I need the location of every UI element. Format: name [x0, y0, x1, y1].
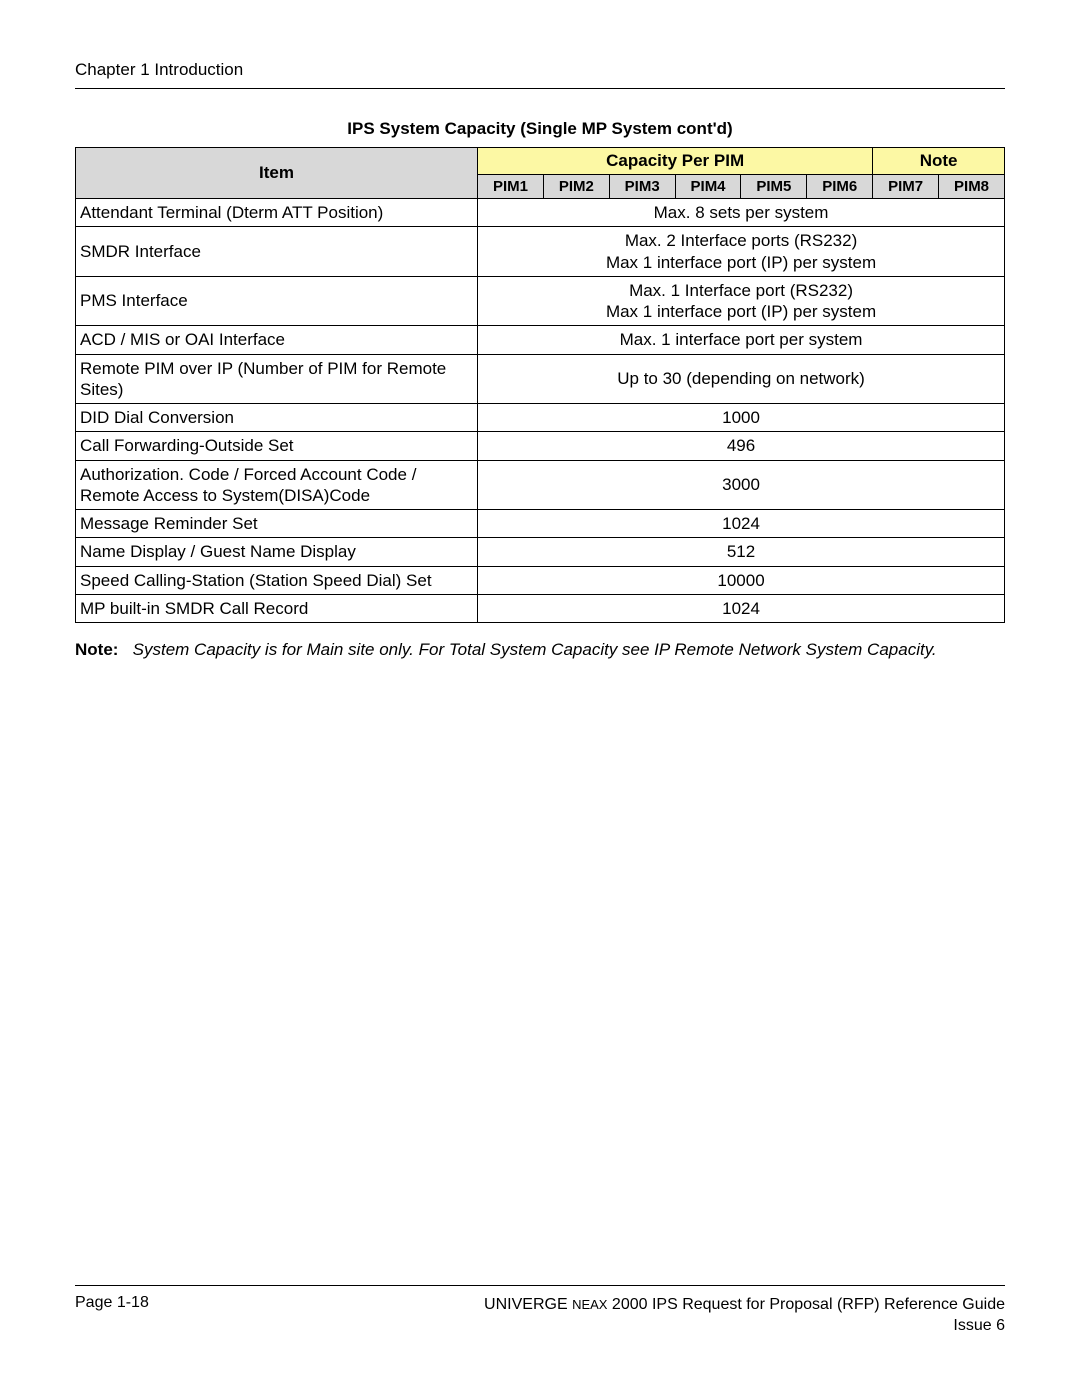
- th-pim3: PIM3: [609, 175, 675, 199]
- table-title: IPS System Capacity (Single MP System co…: [75, 119, 1005, 139]
- footer-doc-title: UNIVERGE NEAX 2000 IPS Request for Propo…: [484, 1294, 1005, 1316]
- value-cell: 10000: [478, 566, 1005, 594]
- th-pim5: PIM5: [741, 175, 807, 199]
- th-pim2: PIM2: [543, 175, 609, 199]
- table-row: SMDR InterfaceMax. 2 Interface ports (RS…: [76, 227, 1005, 277]
- table-row: Authorization. Code / Forced Account Cod…: [76, 460, 1005, 510]
- item-cell: MP built-in SMDR Call Record: [76, 594, 478, 622]
- value-cell: Up to 30 (depending on network): [478, 354, 1005, 404]
- value-cell: 1024: [478, 510, 1005, 538]
- th-capacity-group: Capacity Per PIM: [478, 148, 873, 175]
- th-item: Item: [76, 148, 478, 199]
- table-row: ACD / MIS or OAI InterfaceMax. 1 interfa…: [76, 326, 1005, 354]
- item-cell: Call Forwarding-Outside Set: [76, 432, 478, 460]
- table-row: DID Dial Conversion1000: [76, 404, 1005, 432]
- th-pim4: PIM4: [675, 175, 741, 199]
- page-footer: Page 1-18 UNIVERGE NEAX 2000 IPS Request…: [75, 1285, 1005, 1337]
- value-cell: 3000: [478, 460, 1005, 510]
- table-row: MP built-in SMDR Call Record1024: [76, 594, 1005, 622]
- table-row: Name Display / Guest Name Display512: [76, 538, 1005, 566]
- item-cell: Remote PIM over IP (Number of PIM for Re…: [76, 354, 478, 404]
- table-row: Remote PIM over IP (Number of PIM for Re…: [76, 354, 1005, 404]
- value-cell: Max. 2 Interface ports (RS232)Max 1 inte…: [478, 227, 1005, 277]
- item-cell: Speed Calling-Station (Station Speed Dia…: [76, 566, 478, 594]
- item-cell: Attendant Terminal (Dterm ATT Position): [76, 199, 478, 227]
- item-cell: Authorization. Code / Forced Account Cod…: [76, 460, 478, 510]
- footer-page-number: Page 1-18: [75, 1294, 149, 1337]
- table-row: Attendant Terminal (Dterm ATT Position)M…: [76, 199, 1005, 227]
- value-cell: Max. 8 sets per system: [478, 199, 1005, 227]
- chapter-header: Chapter 1 Introduction: [75, 60, 1005, 80]
- note-label: Note:: [75, 640, 118, 659]
- table-row: Call Forwarding-Outside Set496: [76, 432, 1005, 460]
- value-cell: Max. 1 interface port per system: [478, 326, 1005, 354]
- note-paragraph: Note: System Capacity is for Main site o…: [75, 639, 1005, 662]
- value-cell: 512: [478, 538, 1005, 566]
- item-cell: Name Display / Guest Name Display: [76, 538, 478, 566]
- th-pim6: PIM6: [807, 175, 873, 199]
- item-cell: ACD / MIS or OAI Interface: [76, 326, 478, 354]
- th-pim1: PIM1: [478, 175, 544, 199]
- capacity-table: Item Capacity Per PIM Note PIM1 PIM2 PIM…: [75, 147, 1005, 623]
- value-cell: 1024: [478, 594, 1005, 622]
- item-cell: PMS Interface: [76, 276, 478, 326]
- header-rule: [75, 88, 1005, 89]
- footer-issue: Issue 6: [484, 1315, 1005, 1337]
- table-row: Message Reminder Set1024: [76, 510, 1005, 538]
- note-body: System Capacity is for Main site only. F…: [133, 640, 937, 659]
- capacity-table-body: Attendant Terminal (Dterm ATT Position)M…: [76, 199, 1005, 623]
- item-cell: Message Reminder Set: [76, 510, 478, 538]
- item-cell: DID Dial Conversion: [76, 404, 478, 432]
- value-cell: Max. 1 Interface port (RS232)Max 1 inter…: [478, 276, 1005, 326]
- value-cell: 496: [478, 432, 1005, 460]
- value-cell: 1000: [478, 404, 1005, 432]
- th-note: Note: [873, 148, 1005, 175]
- item-cell: SMDR Interface: [76, 227, 478, 277]
- th-pim8: PIM8: [939, 175, 1005, 199]
- th-pim7: PIM7: [873, 175, 939, 199]
- table-row: PMS InterfaceMax. 1 Interface port (RS23…: [76, 276, 1005, 326]
- table-row: Speed Calling-Station (Station Speed Dia…: [76, 566, 1005, 594]
